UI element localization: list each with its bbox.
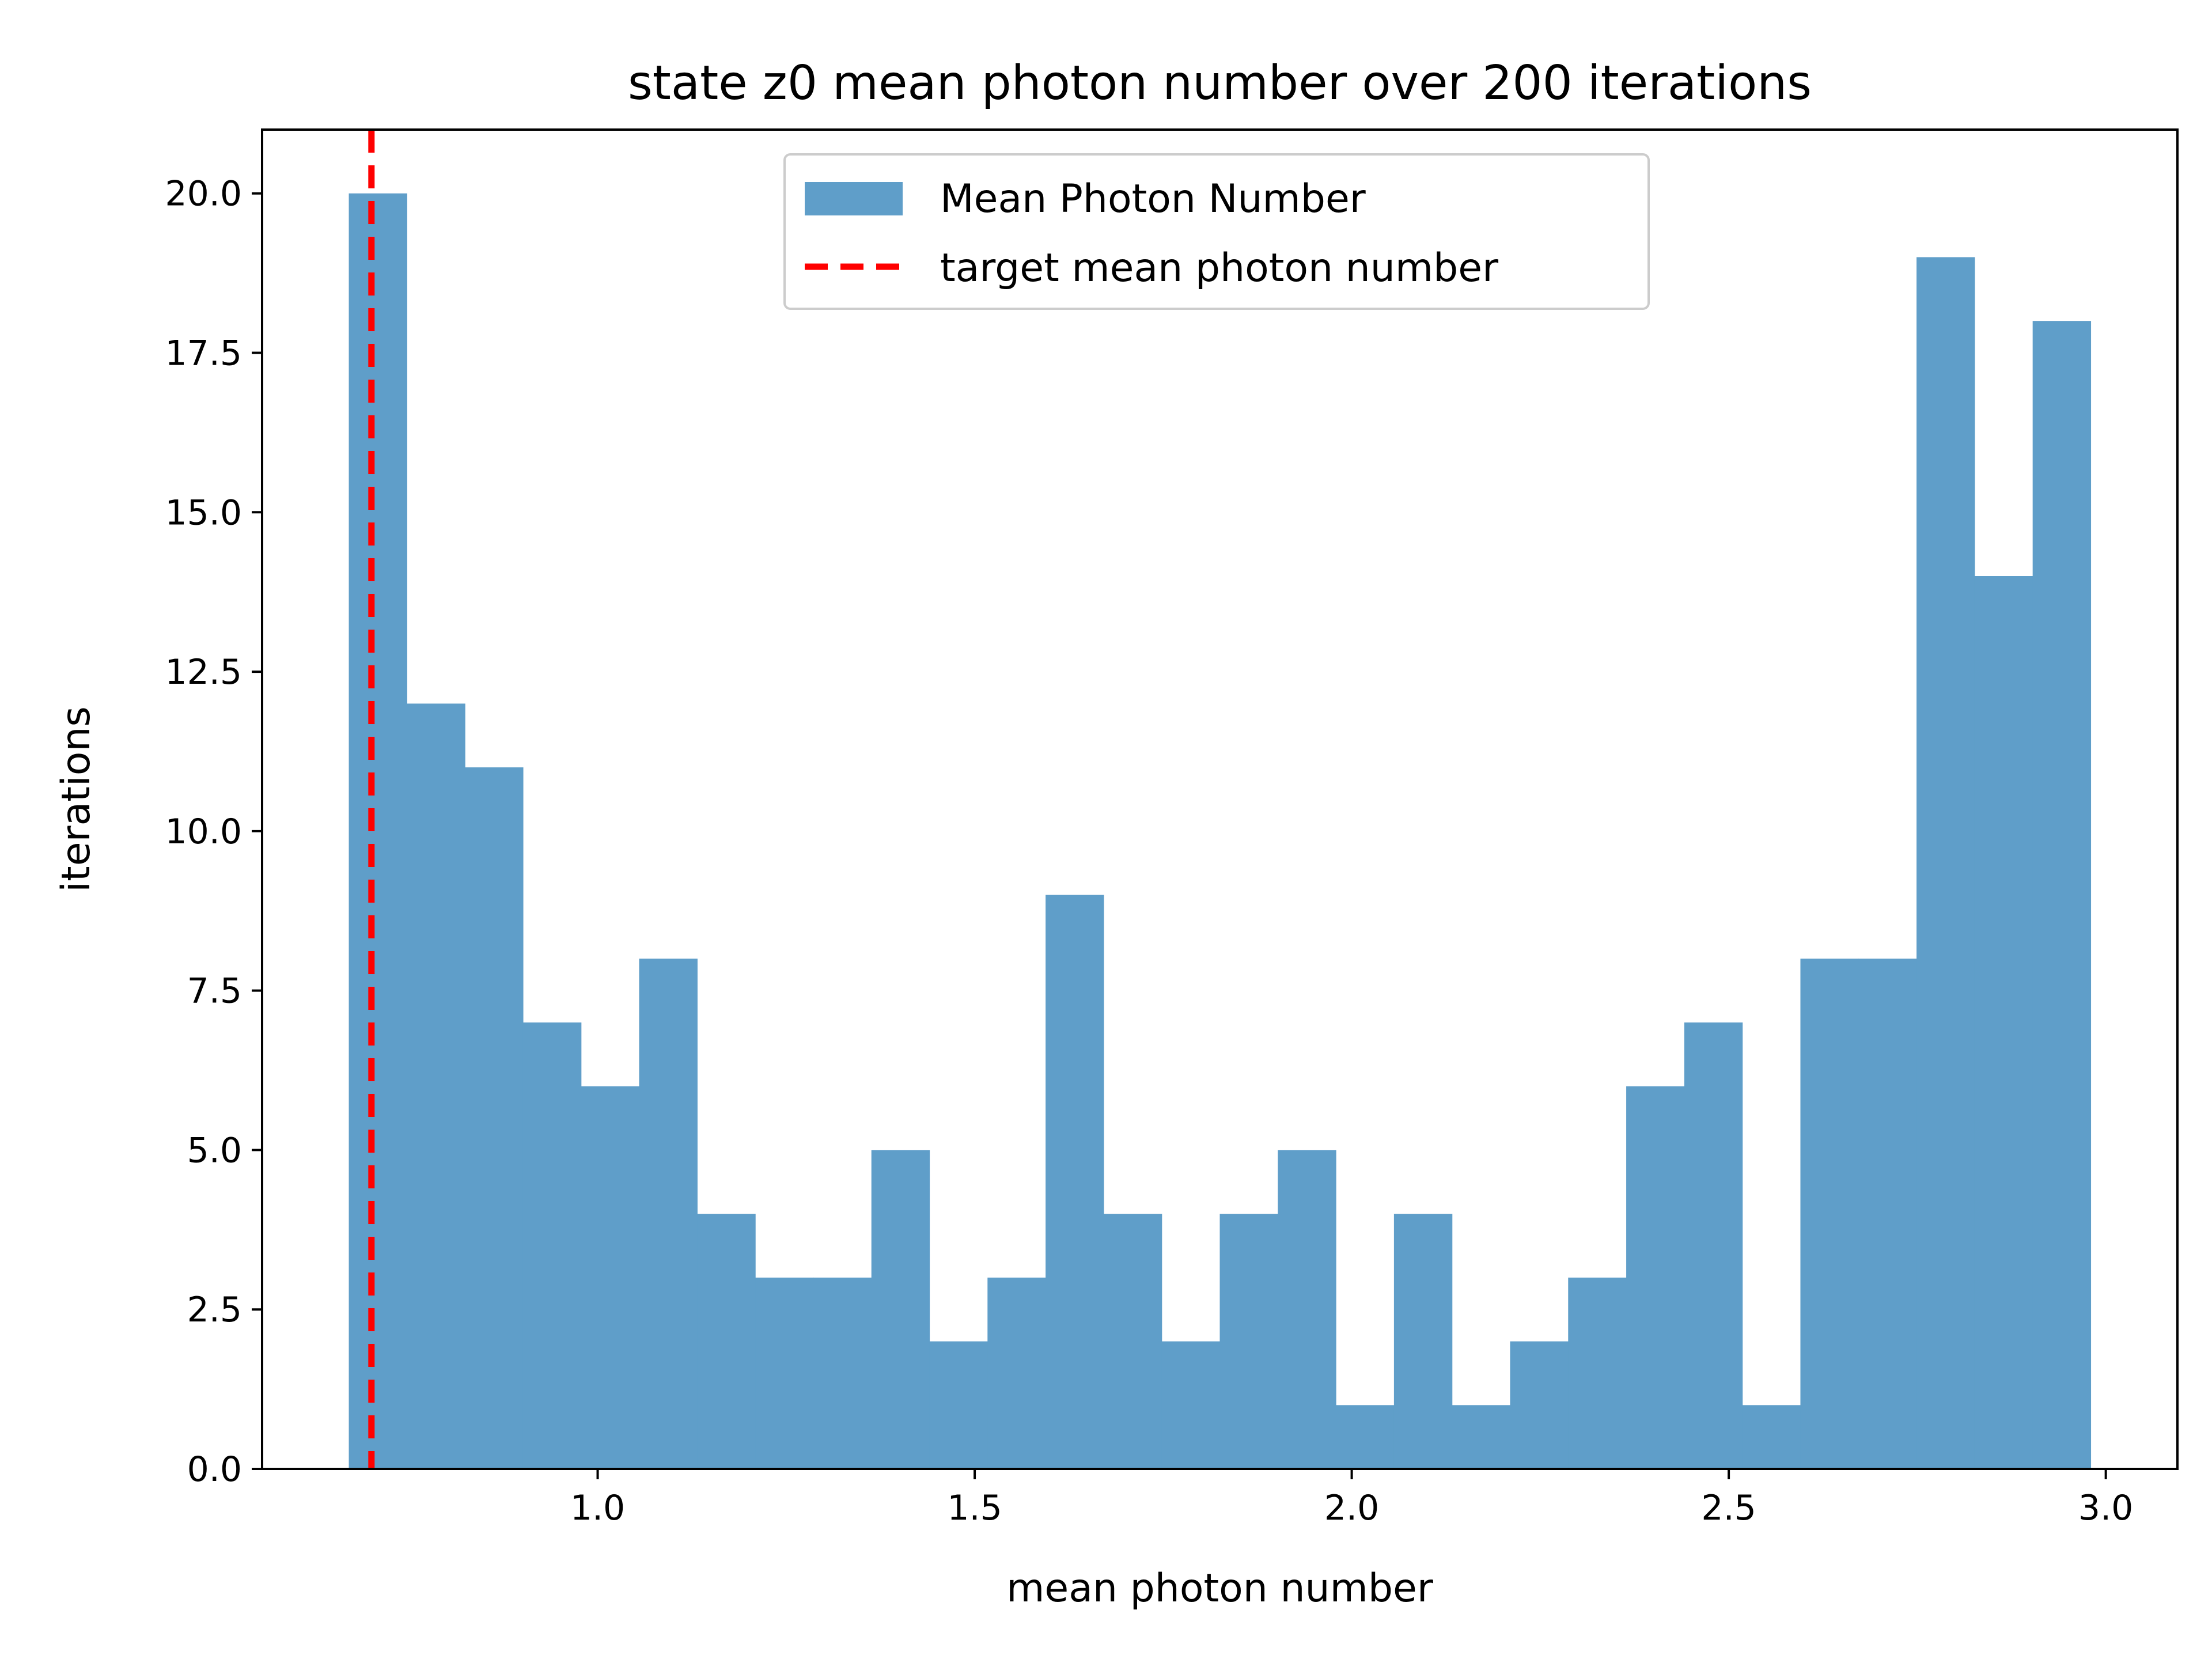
y-axis-ticks: 0.0 2.5 5.0 7.5 10.0 12.5 15.0 17.5 20.0 <box>165 174 262 1490</box>
y-tick-label: 12.5 <box>165 652 242 692</box>
legend-swatch-bars <box>805 182 903 215</box>
y-tick-label: 0.0 <box>187 1449 242 1490</box>
histogram-bar <box>813 1277 872 1469</box>
x-tick-label: 1.0 <box>570 1488 625 1528</box>
histogram-bar <box>987 1277 1046 1469</box>
histogram-bar <box>407 703 465 1469</box>
histogram-bar <box>1858 959 1917 1469</box>
y-axis-label: iterations <box>54 706 99 892</box>
histogram-bar <box>522 1022 582 1469</box>
histogram-bar <box>1510 1341 1569 1469</box>
histogram-bar <box>1219 1214 1278 1469</box>
x-tick-label: 2.0 <box>1324 1488 1379 1528</box>
legend-box <box>783 153 1650 310</box>
histogram-bar <box>349 193 407 1469</box>
histogram-bar <box>1684 1022 1743 1469</box>
histogram-bar <box>1974 576 2033 1469</box>
x-axis-ticks: 1.0 1.5 2.0 2.5 3.0 <box>570 1469 2133 1528</box>
histogram-bar <box>929 1341 988 1469</box>
y-tick-label: 10.0 <box>165 812 242 852</box>
y-tick-label: 20.0 <box>165 174 242 214</box>
histogram-bar <box>1742 1405 1801 1469</box>
histogram-bar <box>697 1214 756 1469</box>
histogram-bar <box>871 1150 930 1469</box>
x-tick-label: 1.5 <box>947 1488 1002 1528</box>
histogram-bar <box>1046 895 1104 1469</box>
legend-label-mean-photon-number: Mean Photon Number <box>940 176 1366 222</box>
x-tick-label: 3.0 <box>2078 1488 2133 1528</box>
legend-label-target-mean-photon-number: target mean photon number <box>940 245 1498 291</box>
y-tick-label: 5.0 <box>187 1130 242 1171</box>
x-axis-label: mean photon number <box>1006 1566 1433 1611</box>
y-tick-label: 7.5 <box>187 971 242 1012</box>
y-tick-label: 2.5 <box>187 1290 242 1330</box>
histogram-bar <box>1452 1405 1511 1469</box>
histogram-bar <box>1161 1341 1221 1469</box>
axes-frame <box>261 128 2179 1470</box>
y-tick-label: 17.5 <box>165 334 242 374</box>
histogram-bar <box>1393 1214 1453 1469</box>
histogram-bar <box>581 1086 640 1469</box>
histogram-bar <box>1103 1214 1162 1469</box>
x-tick-label: 2.5 <box>1701 1488 1756 1528</box>
chart-title: state z0 mean photon number over 200 ite… <box>628 56 1812 111</box>
histogram-bar <box>1916 257 1975 1469</box>
histogram-bar <box>465 767 524 1469</box>
histogram-bar <box>755 1277 814 1469</box>
histogram-bar <box>1278 1150 1336 1469</box>
legend: Mean Photon Number target mean photon nu… <box>783 153 1650 310</box>
histogram-bar <box>2032 321 2092 1469</box>
histogram-bar <box>1336 1405 1395 1469</box>
histogram-bar <box>639 959 698 1469</box>
histogram-bar <box>1800 959 1859 1469</box>
y-tick-label: 15.0 <box>165 493 242 533</box>
histogram-bars <box>349 193 2092 1469</box>
histogram-bar <box>1568 1277 1627 1469</box>
histogram-bar <box>1626 1086 1685 1469</box>
